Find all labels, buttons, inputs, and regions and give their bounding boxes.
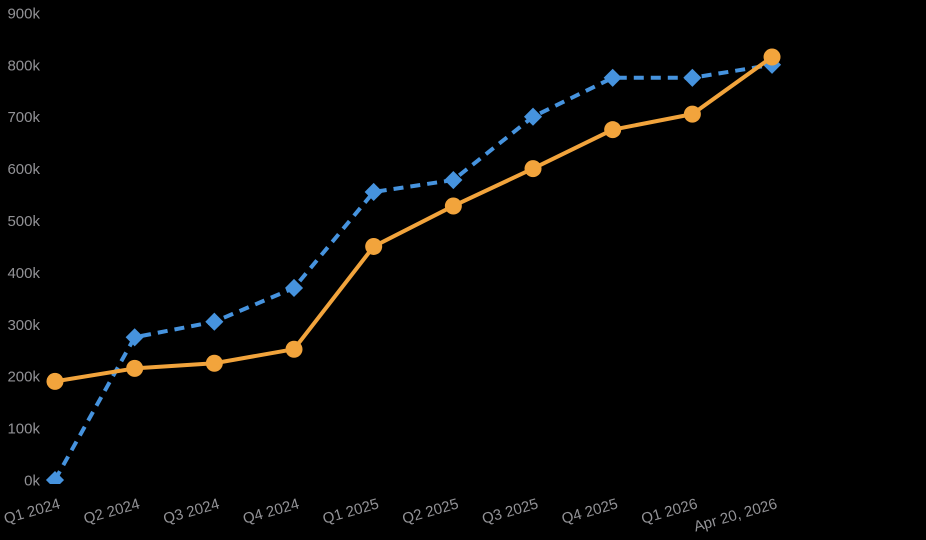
data-point-orange-solid-series[interactable]: [524, 160, 542, 178]
blue-dashed-series-line: [53, 62, 773, 481]
data-point-blue-dashed-series[interactable]: [683, 68, 702, 87]
y-tick-label: 300k: [7, 317, 40, 334]
data-point-blue-dashed-series[interactable]: [125, 328, 144, 347]
data-point-orange-solid-series[interactable]: [444, 197, 462, 215]
data-point-orange-solid-series[interactable]: [126, 359, 144, 377]
data-point-orange-solid-series[interactable]: [46, 372, 64, 390]
y-tick-label: 900k: [7, 5, 40, 22]
plot-area: [45, 48, 782, 489]
y-tick-label: 700k: [7, 109, 40, 126]
data-point-blue-dashed-series[interactable]: [45, 470, 65, 489]
x-tick-label: Q1 2026: [639, 496, 699, 528]
data-point-orange-solid-series[interactable]: [285, 340, 303, 358]
x-tick-label: Q2 2024: [82, 496, 142, 528]
data-point-orange-solid-series[interactable]: [365, 237, 383, 255]
x-tick-label: Q4 2025: [560, 496, 620, 528]
x-tick-label: Q1 2024: [2, 496, 62, 528]
y-axis-labels: 0k 100k 200k 300k 400k 500k 600k 700k 800k 900k: [7, 5, 40, 489]
x-tick-label: Q3 2025: [480, 496, 540, 528]
x-tick-label: Q4 2024: [241, 496, 301, 528]
orange-solid-series-line: [54, 55, 774, 384]
data-point-blue-dashed-series[interactable]: [603, 68, 622, 87]
x-tick-label: Q3 2024: [161, 496, 221, 528]
y-tick-label: 200k: [7, 369, 40, 386]
data-point-blue-dashed-series[interactable]: [364, 182, 383, 202]
x-tick-label: Q2 2025: [400, 496, 460, 528]
y-tick-label: 800k: [7, 57, 40, 74]
y-tick-label: 600k: [7, 161, 40, 178]
data-point-orange-solid-series[interactable]: [683, 105, 701, 123]
data-point-blue-dashed-series[interactable]: [523, 107, 543, 126]
data-point-orange-solid-series[interactable]: [763, 48, 781, 66]
y-tick-label: 500k: [7, 213, 40, 230]
orange-solid-series: [46, 48, 781, 390]
y-tick-label: 0k: [24, 473, 40, 490]
data-point-orange-solid-series[interactable]: [604, 121, 622, 139]
data-point-blue-dashed-series[interactable]: [444, 170, 463, 190]
x-tick-label: Q1 2025: [321, 496, 381, 528]
blue-dashed-series: [45, 55, 782, 489]
x-axis-labels: Q1 2024 Q2 2024 Q3 2024 Q4 2024 Q1 2025 Q2 20…: [2, 496, 779, 536]
y-tick-label: 100k: [7, 421, 40, 438]
data-point-blue-dashed-series[interactable]: [205, 312, 224, 331]
data-point-orange-solid-series[interactable]: [205, 354, 223, 372]
x-tick-label: Apr 20, 2026: [692, 496, 779, 536]
y-tick-label: 400k: [7, 265, 40, 282]
